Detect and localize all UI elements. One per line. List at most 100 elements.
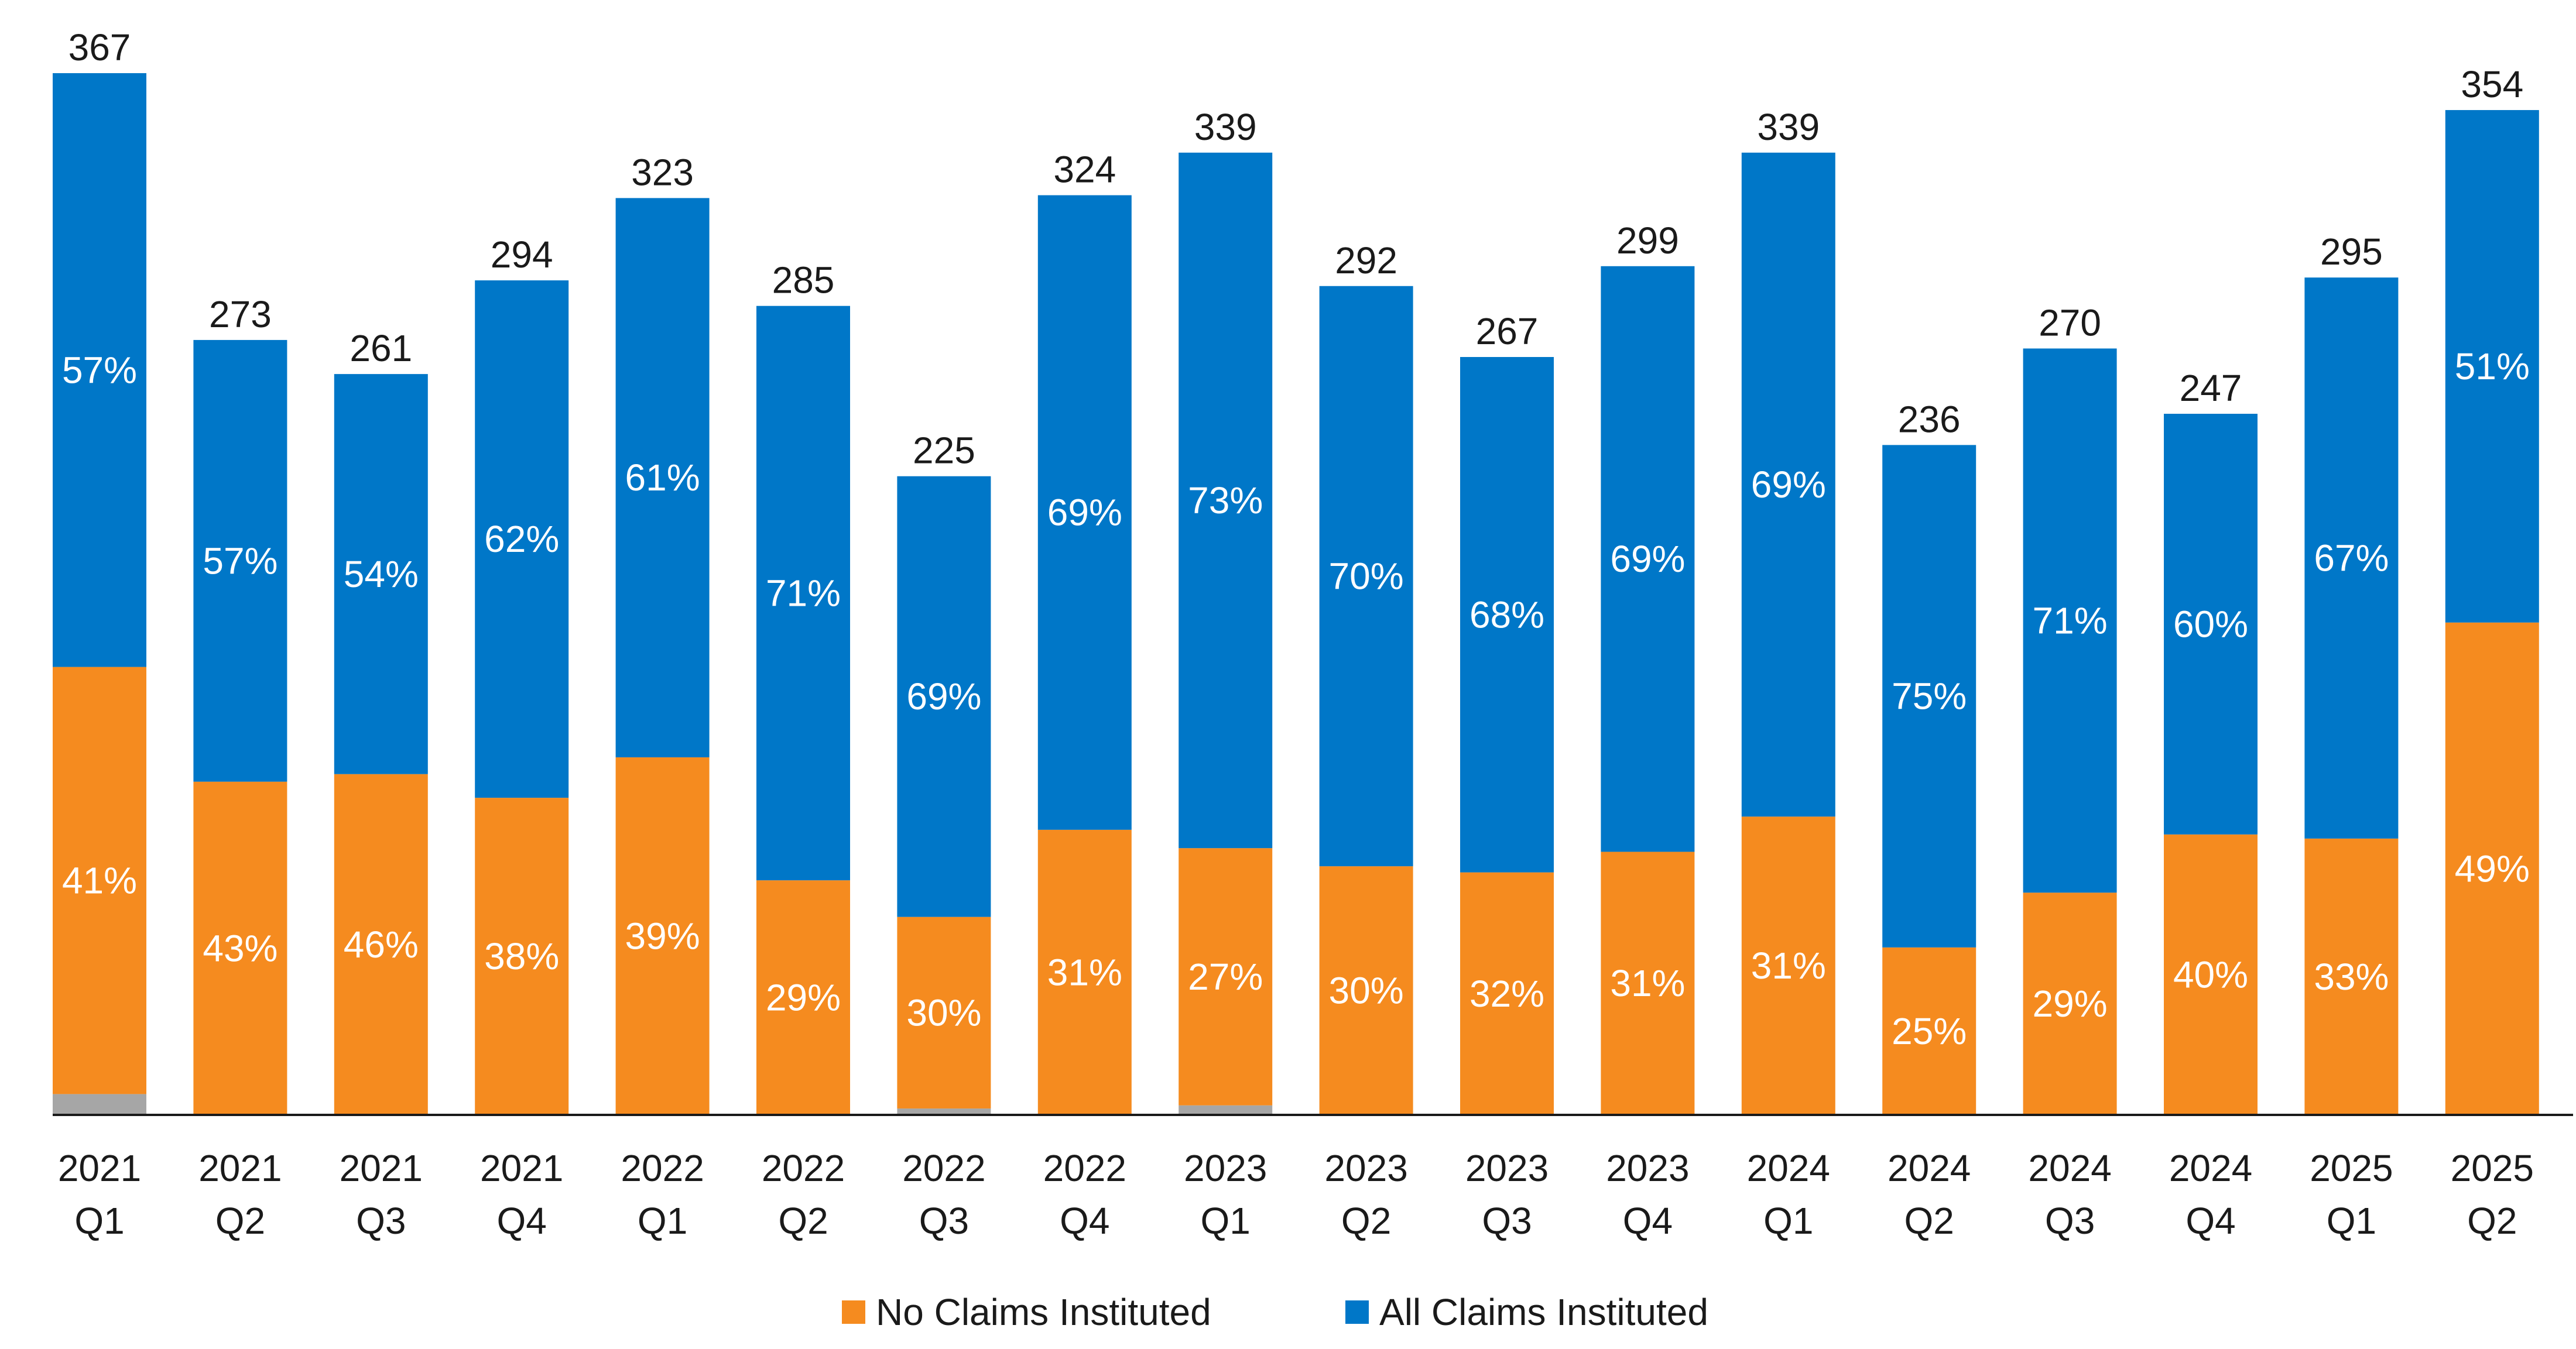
x-tick-year-label: 2025: [2310, 1147, 2393, 1189]
x-tick-quarter-label: Q1: [2327, 1200, 2376, 1242]
all-claims-percent-label: 51%: [2455, 345, 2530, 387]
x-tick-quarter-label: Q2: [2467, 1200, 2517, 1242]
x-tick-quarter-label: Q3: [2045, 1200, 2095, 1242]
x-tick-year-label: 2023: [1606, 1147, 1689, 1189]
all-claims-percent-label: 69%: [1610, 538, 1685, 580]
x-tick-quarter-label: Q1: [1763, 1200, 1813, 1242]
x-tick-year-label: 2022: [762, 1147, 845, 1189]
all-claims-percent-label: 73%: [1188, 479, 1263, 521]
no-claims-percent-label: 39%: [625, 915, 700, 957]
bar-total-label: 267: [1476, 310, 1539, 352]
x-axis-tick-labels: 2021 Q1 2021 Q2 2021 Q3 2021 Q4 2022 Q1 2022 Q2 2022…: [58, 1147, 2534, 1242]
bars-layer: [53, 73, 2539, 1115]
no-claims-percent-label: 31%: [1047, 951, 1122, 993]
x-tick-year-label: 2025: [2451, 1147, 2534, 1189]
bar-total-label: 292: [1335, 239, 1397, 282]
all-claims-percent-label: 68%: [1469, 593, 1544, 636]
x-tick-quarter-label: Q1: [638, 1200, 687, 1242]
bar-total-label: 299: [1616, 219, 1679, 262]
bar-total-label: 236: [1898, 398, 1961, 440]
legend-swatch: [842, 1300, 865, 1324]
x-tick-year-label: 2022: [902, 1147, 985, 1189]
bar-segment-other: [53, 1094, 146, 1115]
x-tick-quarter-label: Q2: [215, 1200, 265, 1242]
legend-item-no-claims: No Claims Instituted: [842, 1291, 1211, 1333]
all-claims-percent-label: 69%: [1047, 492, 1122, 534]
no-claims-percent-label: 43%: [203, 927, 278, 969]
no-claims-percent-label: 32%: [1469, 973, 1544, 1015]
x-tick-year-label: 2024: [2028, 1147, 2111, 1189]
x-tick-year-label: 2021: [198, 1147, 282, 1189]
bar-total-label: 339: [1757, 106, 1820, 148]
x-tick-year-label: 2024: [1888, 1147, 1971, 1189]
x-tick-quarter-label: Q4: [1623, 1200, 1673, 1242]
legend-item-all-claims: All Claims Instituted: [1345, 1291, 1708, 1333]
x-tick-quarter-label: Q2: [1341, 1200, 1391, 1242]
x-tick-quarter-label: Q4: [2186, 1200, 2235, 1242]
legend: No Claims Instituted All Claims Institute…: [842, 1291, 1708, 1333]
x-tick-quarter-label: Q3: [919, 1200, 969, 1242]
all-claims-percent-label: 71%: [766, 572, 841, 614]
x-tick-quarter-label: Q1: [1201, 1200, 1251, 1242]
all-claims-percent-label: 61%: [625, 456, 700, 499]
x-tick-year-label: 2021: [480, 1147, 563, 1189]
x-tick-year-label: 2024: [2169, 1147, 2252, 1189]
x-tick-year-label: 2021: [58, 1147, 141, 1189]
no-claims-percent-label: 29%: [766, 977, 841, 1019]
no-claims-percent-label: 40%: [2173, 953, 2248, 996]
x-tick-quarter-label: Q3: [1482, 1200, 1532, 1242]
x-tick-year-label: 2024: [1747, 1147, 1830, 1189]
x-tick-year-label: 2023: [1465, 1147, 1549, 1189]
x-tick-quarter-label: Q2: [1904, 1200, 1954, 1242]
all-claims-percent-label: 62%: [484, 518, 559, 560]
legend-swatch: [1345, 1300, 1369, 1324]
no-claims-percent-label: 31%: [1751, 945, 1826, 987]
stacked-bar-chart: 367 41% 57% 273 43% 57% 261 46% 54% 294 38% 62% 323 3…: [0, 0, 2576, 1349]
legend-label: All Claims Instituted: [1379, 1291, 1708, 1333]
no-claims-percent-label: 25%: [1892, 1010, 1967, 1052]
legend-label: No Claims Instituted: [876, 1291, 1211, 1333]
no-claims-percent-label: 38%: [484, 935, 559, 977]
no-claims-percent-label: 27%: [1188, 956, 1263, 998]
x-tick-quarter-label: Q1: [74, 1200, 124, 1242]
all-claims-percent-label: 69%: [1751, 464, 1826, 506]
bar-total-label: 285: [772, 259, 835, 301]
bar-segment-other: [1179, 1106, 1272, 1115]
bar-total-label: 247: [2180, 367, 2242, 409]
no-claims-percent-label: 30%: [1329, 970, 1404, 1012]
x-tick-quarter-label: Q4: [1060, 1200, 1109, 1242]
no-claims-percent-label: 29%: [2033, 983, 2108, 1025]
no-claims-percent-label: 31%: [1610, 962, 1685, 1004]
x-tick-year-label: 2021: [340, 1147, 423, 1189]
bar-total-label: 294: [491, 234, 553, 276]
bar-total-label: 225: [913, 430, 975, 472]
all-claims-percent-label: 71%: [2033, 599, 2108, 641]
all-claims-percent-label: 69%: [906, 675, 981, 718]
no-claims-percent-label: 46%: [344, 924, 419, 966]
no-claims-percent-label: 49%: [2455, 847, 2530, 890]
no-claims-percent-label: 30%: [906, 991, 981, 1034]
bar-total-label: 273: [209, 293, 272, 335]
x-tick-quarter-label: Q3: [356, 1200, 406, 1242]
labels-layer: 367 41% 57% 273 43% 57% 261 46% 54% 294 38% 62% 323 3…: [62, 26, 2530, 1052]
bar-total-label: 323: [631, 151, 694, 193]
chart-canvas: 367 41% 57% 273 43% 57% 261 46% 54% 294 38% 62% 323 3…: [0, 0, 2576, 1349]
bar-total-label: 367: [68, 26, 131, 68]
bar-total-label: 295: [2320, 231, 2383, 273]
bar-total-label: 354: [2461, 63, 2523, 105]
no-claims-percent-label: 41%: [62, 860, 137, 902]
all-claims-percent-label: 75%: [1892, 675, 1967, 718]
all-claims-percent-label: 54%: [344, 553, 419, 595]
bar-total-label: 324: [1053, 149, 1116, 191]
x-tick-quarter-label: Q4: [497, 1200, 547, 1242]
bar-total-label: 339: [1194, 106, 1257, 148]
x-tick-year-label: 2022: [1043, 1147, 1126, 1189]
all-claims-percent-label: 57%: [62, 349, 137, 391]
all-claims-percent-label: 67%: [2314, 537, 2389, 579]
bar-total-label: 261: [350, 327, 412, 369]
all-claims-percent-label: 57%: [203, 540, 278, 582]
all-claims-percent-label: 60%: [2173, 603, 2248, 645]
x-tick-year-label: 2022: [621, 1147, 704, 1189]
all-claims-percent-label: 70%: [1329, 555, 1404, 597]
bar-total-label: 270: [2039, 301, 2101, 344]
